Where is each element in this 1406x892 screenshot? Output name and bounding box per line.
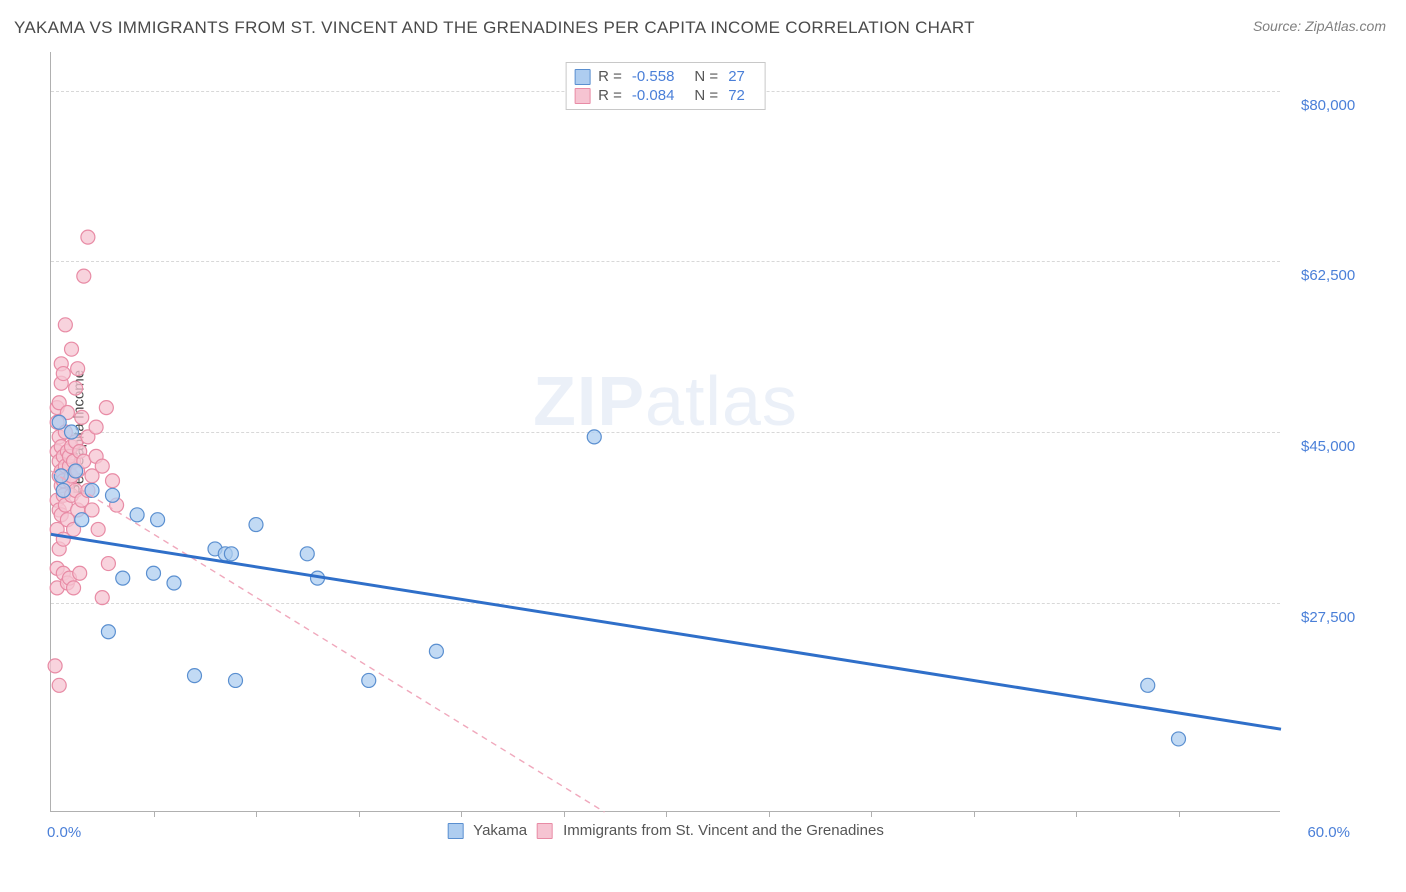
data-point — [65, 425, 79, 439]
legend-swatch-yakama — [447, 823, 463, 839]
data-point — [69, 464, 83, 478]
source-attribution: Source: ZipAtlas.com — [1253, 18, 1386, 34]
data-point — [362, 673, 376, 687]
data-point — [67, 581, 81, 595]
data-point — [56, 483, 70, 497]
x-tick — [769, 811, 770, 817]
x-tick — [1179, 811, 1180, 817]
x-axis-max-label: 60.0% — [1307, 824, 1350, 841]
data-point — [75, 513, 89, 527]
x-tick — [974, 811, 975, 817]
data-point — [101, 625, 115, 639]
plot-area: Per Capita Income ZIPatlas $80,000$62,50… — [50, 52, 1280, 812]
data-point — [75, 410, 89, 424]
data-point — [73, 566, 87, 580]
data-point — [106, 474, 120, 488]
x-tick — [256, 811, 257, 817]
data-point — [300, 547, 314, 561]
data-point — [52, 678, 66, 692]
legend-n-value: 72 — [728, 87, 745, 104]
data-point — [48, 659, 62, 673]
data-point — [71, 362, 85, 376]
legend-swatch-svg — [574, 88, 590, 104]
y-tick-label: $62,500 — [1301, 267, 1355, 284]
y-tick-label: $27,500 — [1301, 609, 1355, 626]
scatter-svg — [51, 52, 1280, 811]
data-point — [188, 669, 202, 683]
trend-line — [51, 471, 605, 812]
data-point — [1141, 678, 1155, 692]
legend-n-value: 27 — [728, 68, 745, 85]
legend-n-label: N = — [694, 68, 718, 85]
data-point — [69, 381, 83, 395]
data-point — [167, 576, 181, 590]
data-point — [77, 269, 91, 283]
data-point — [229, 673, 243, 687]
legend-r-value: -0.084 — [632, 87, 675, 104]
data-point — [89, 420, 103, 434]
data-point — [95, 591, 109, 605]
data-point — [95, 459, 109, 473]
data-point — [130, 508, 144, 522]
data-point — [249, 518, 263, 532]
y-tick-label: $80,000 — [1301, 97, 1355, 114]
data-point — [81, 230, 95, 244]
data-point — [65, 342, 79, 356]
legend-n-label: N = — [694, 87, 718, 104]
chart-title: YAKAMA VS IMMIGRANTS FROM ST. VINCENT AN… — [14, 18, 975, 38]
correlation-legend: R = -0.558 N = 27 R = -0.084 N = 72 — [565, 62, 766, 110]
data-point — [587, 430, 601, 444]
x-tick — [666, 811, 667, 817]
legend-r-label: R = — [598, 87, 622, 104]
legend-row-yakama: R = -0.558 N = 27 — [574, 67, 757, 86]
data-point — [429, 644, 443, 658]
data-point — [99, 401, 113, 415]
legend-swatch-yakama — [574, 69, 590, 85]
data-point — [101, 557, 115, 571]
data-point — [224, 547, 238, 561]
data-point — [151, 513, 165, 527]
legend-r-label: R = — [598, 68, 622, 85]
x-axis-min-label: 0.0% — [47, 824, 81, 841]
y-tick-label: $45,000 — [1301, 438, 1355, 455]
legend-label-yakama: Yakama — [473, 822, 527, 839]
legend-row-svg: R = -0.084 N = 72 — [574, 86, 757, 105]
x-tick — [1076, 811, 1077, 817]
data-point — [1172, 732, 1186, 746]
trend-line — [51, 534, 1281, 729]
data-point — [85, 483, 99, 497]
x-tick — [461, 811, 462, 817]
data-point — [106, 488, 120, 502]
data-point — [116, 571, 130, 585]
series-legend: Yakama Immigrants from St. Vincent and t… — [447, 822, 884, 839]
legend-r-value: -0.558 — [632, 68, 675, 85]
data-point — [54, 469, 68, 483]
x-tick — [871, 811, 872, 817]
data-point — [56, 367, 70, 381]
data-point — [58, 318, 72, 332]
legend-label-svg: Immigrants from St. Vincent and the Gren… — [563, 822, 884, 839]
x-tick — [564, 811, 565, 817]
legend-swatch-svg — [537, 823, 553, 839]
x-tick — [154, 811, 155, 817]
data-point — [147, 566, 161, 580]
x-tick — [359, 811, 360, 817]
data-point — [52, 415, 66, 429]
data-point — [91, 522, 105, 536]
